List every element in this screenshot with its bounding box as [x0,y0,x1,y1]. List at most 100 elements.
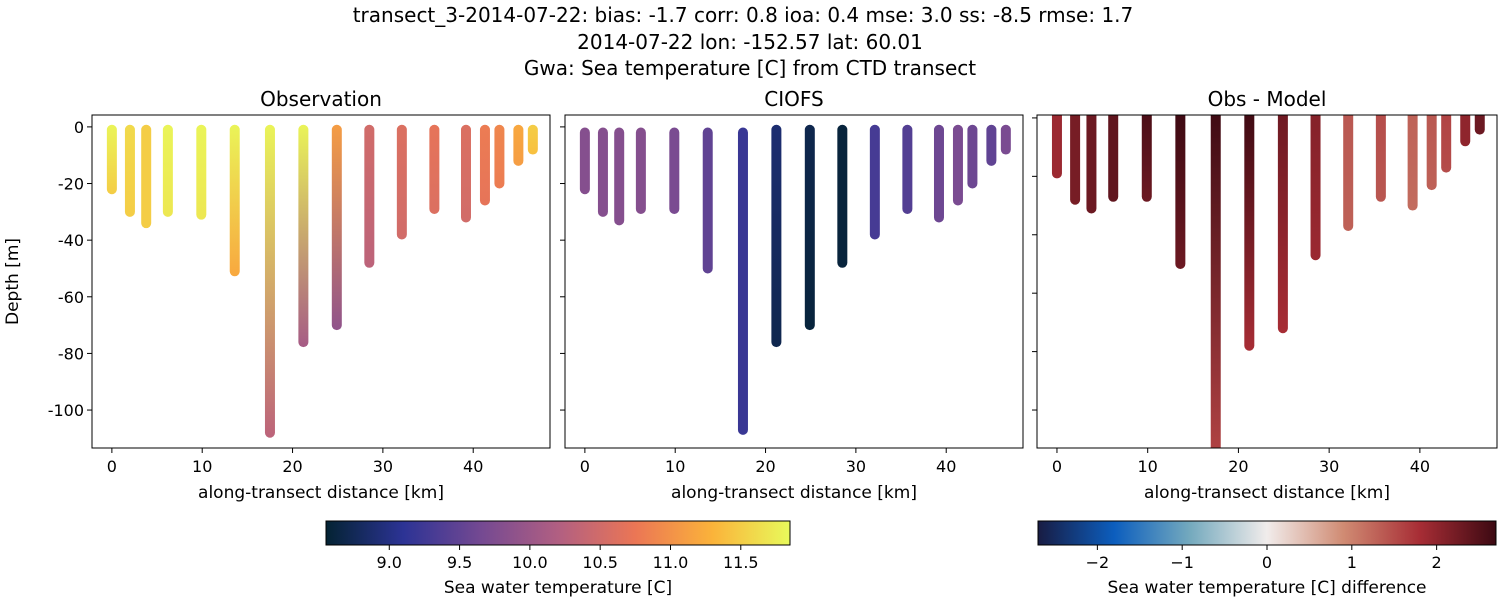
x-tick-label: 10 [665,457,685,476]
profile-station-0 [579,127,590,195]
x-tick-label: 40 [1410,457,1430,476]
y-axis-label: Depth [m] [3,238,23,325]
profile-station-13 [952,124,963,206]
y-tick-label: -40 [58,231,84,250]
y-tick-label: -80 [58,344,84,363]
x-tick-label: 0 [1052,457,1062,476]
profile-station-4 [196,124,207,220]
profile-station-5 [702,127,713,274]
profile-station-4 [669,127,680,215]
panel-title: CIOFS [764,87,823,111]
profile-station-2 [614,127,625,226]
profile-station-8 [1277,115,1288,334]
y-tick-label: -20 [58,175,84,194]
x-tick-label: 20 [282,457,302,476]
y-tick-label: -60 [58,288,84,307]
profile-station-1 [124,124,135,217]
colorbar-tick-label: 9.0 [377,553,402,572]
profile-station-14 [967,124,978,189]
profiles [1051,115,1485,448]
profile-station-7 [1244,115,1255,351]
colorbar-label: Sea water temperature [C] [444,578,672,598]
x-tick-label: 40 [463,457,483,476]
profile-station-14 [1441,115,1452,173]
profile-station-6 [264,124,275,438]
x-axis-label: along-transect distance [km] [1144,483,1390,503]
profile-station-0 [106,124,117,195]
colorbar-gradient [1037,520,1497,546]
profile-station-11 [1375,115,1386,202]
profile-station-9 [1310,115,1321,261]
x-tick-label: 30 [1319,457,1339,476]
profile-station-11 [429,124,440,215]
y-tick-label: 0 [74,118,84,137]
profile-station-15 [1460,115,1471,147]
colorbar-label: Sea water temperature [C] difference [1107,578,1426,598]
colorbar-tick-label: 2 [1432,553,1442,572]
profiles [106,124,538,438]
colorbar-0: 9.0 9.5 10.0 10.5 11.0 11.5 Sea water temperat… [325,520,791,598]
axes-frame [91,114,551,449]
colorbar-tick-label: 11.0 [653,553,689,572]
panel-title: Observation [260,87,382,111]
profile-station-15 [513,124,524,166]
profile-station-10 [1343,115,1354,231]
x-tick-label: 10 [192,457,212,476]
profile-station-7 [771,124,782,348]
panel-1: 0 10 20 30 40 CIOFS along-transect distance [k… [560,87,1024,503]
profile-station-8 [331,124,342,331]
profile-station-10 [869,124,880,240]
title-line-2: 2014-07-22 lon: -152.57 lat: 60.01 [577,30,923,54]
colorbar-tick-label: 1 [1347,553,1357,572]
profile-station-7 [298,124,309,348]
profile-station-13 [1426,115,1437,191]
profile-station-15 [986,124,997,166]
colorbar-tick-label: 10.5 [582,553,618,572]
profile-station-5 [229,124,240,277]
x-tick-label: 10 [1138,457,1158,476]
profile-station-12 [933,124,944,223]
profile-station-9 [837,124,848,268]
x-tick-label: 20 [755,457,775,476]
profile-station-10 [396,124,407,240]
x-axis-label: along-transect distance [km] [198,483,444,503]
title-line-3: Gwa: Sea temperature [C] from CTD transe… [524,56,976,80]
profile-station-12 [460,124,471,223]
profile-station-0 [1051,115,1062,179]
profile-station-6 [737,127,748,435]
profile-station-2 [1086,115,1097,214]
y-tick-label: -100 [48,401,84,420]
colorbar-tick-label: 11.5 [723,553,759,572]
profile-station-3 [635,127,646,215]
colorbar-1: −2 −1 0 1 2 Sea water temperature [C] differe… [1037,520,1497,598]
panel-2: 0 10 20 30 40 Obs - Model along-transect dista… [1032,87,1498,503]
profile-station-9 [364,124,375,268]
x-tick-label: 30 [846,457,866,476]
colorbar-gradient [325,520,791,546]
profile-station-2 [141,124,152,229]
profile-station-1 [1070,115,1081,205]
profile-station-1 [597,127,608,217]
axes-frame [564,114,1024,449]
colorbar-tick-label: 10.0 [512,553,548,572]
colorbar-tick-label: −2 [1086,553,1110,572]
profile-station-6 [1210,115,1221,448]
panel-title: Obs - Model [1208,87,1327,111]
profile-station-3 [1108,115,1119,202]
profile-station-14 [494,124,505,189]
x-tick-label: 0 [580,457,590,476]
axes-frame [1036,114,1498,449]
colorbar-tick-label: 9.5 [447,553,472,572]
x-tick-label: 30 [373,457,393,476]
profile-station-5 [1175,115,1186,269]
profile-station-11 [902,124,913,215]
title-line-1: transect_3-2014-07-22: bias: -1.7 corr: … [353,3,1134,27]
x-tick-label: 20 [1228,457,1248,476]
profiles [579,124,1011,435]
profile-station-16 [1474,115,1485,135]
profile-station-3 [162,124,173,217]
profile-station-16 [527,124,538,155]
profile-station-16 [1000,124,1011,155]
